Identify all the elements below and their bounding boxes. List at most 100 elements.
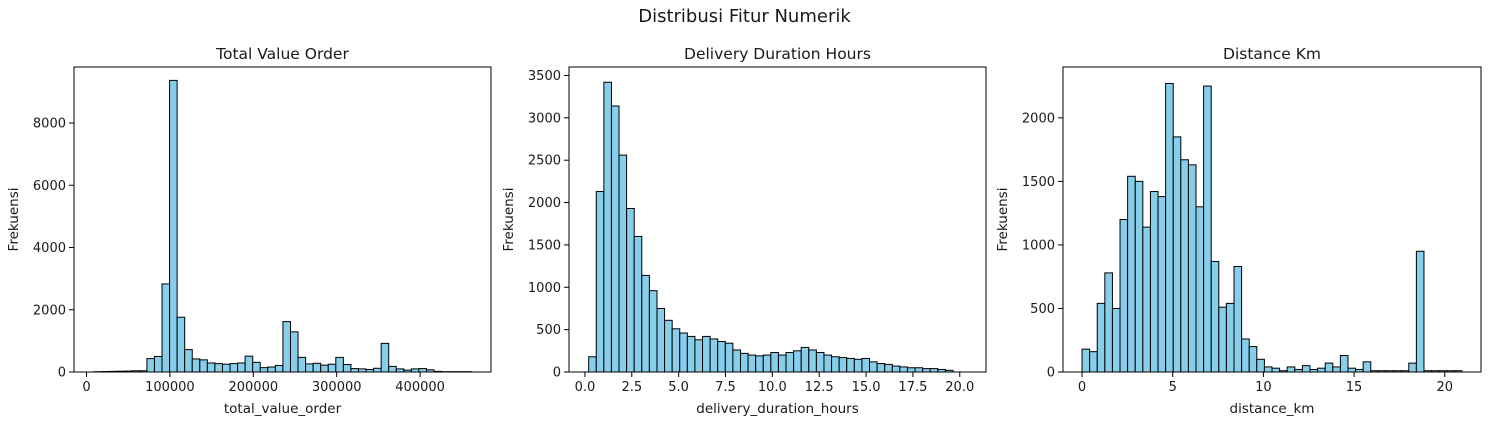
chart-2-xtick-label: 7.5	[715, 380, 736, 395]
chart-2-xtick-label: 17.5	[898, 380, 927, 395]
chart-1-bar	[229, 363, 239, 373]
chart-2-ytick-label: 2000	[528, 196, 561, 211]
chart-3-bar	[1218, 306, 1227, 373]
chart-2-bar	[671, 328, 681, 373]
chart-1-bar	[388, 365, 397, 373]
chart-2-bar	[831, 356, 840, 373]
chart-3-bar	[1157, 196, 1167, 373]
chart-2-ytick-label: 500	[536, 323, 561, 338]
chart-2-bar	[815, 352, 825, 373]
chart-2-bar	[876, 363, 886, 373]
chart-2-bar	[770, 352, 779, 373]
chart-3-xtick-label: 10	[1255, 380, 1272, 395]
chart-1-bar	[161, 283, 171, 373]
chart-2-bar	[588, 356, 597, 373]
chart-2-bar	[869, 361, 878, 373]
chart-1-ytick-label: 2000	[33, 303, 66, 318]
chart-2-bar	[709, 338, 719, 373]
chart-1-bar	[259, 367, 269, 373]
chart-2-ytick-label: 0	[553, 366, 561, 381]
chart-2-bar	[679, 332, 688, 373]
chart-2-bar	[884, 363, 893, 373]
chart-3-bar	[1172, 136, 1182, 373]
chart-1-bar	[237, 362, 246, 373]
chart-1-ytick-label: 0	[58, 366, 66, 381]
chart-3-bar	[1203, 85, 1212, 373]
chart-2-bar	[648, 290, 658, 373]
chart-3-bar	[1180, 159, 1189, 373]
chart-3-bar	[1271, 367, 1281, 373]
chart-2-bar	[793, 350, 802, 373]
chart-1-bar	[252, 361, 261, 373]
chart-2-bar	[785, 352, 795, 373]
chart-2-bar	[724, 342, 734, 373]
chart-1-bar	[289, 331, 299, 373]
chart-3-bar	[1347, 367, 1357, 373]
chart-2-bar	[618, 154, 628, 373]
chart-3-bar	[1119, 219, 1129, 373]
chart-2-bar	[656, 307, 666, 373]
chart-1-bar	[305, 363, 314, 373]
chart-2-bar	[906, 367, 916, 373]
chart-2-ytick-label: 3000	[528, 111, 561, 126]
chart-2-bar	[755, 355, 764, 373]
chart-1-bar	[214, 363, 223, 373]
chart-2-axes-frame	[568, 66, 987, 373]
chart-3-xtick-label: 0	[1078, 380, 1086, 395]
chart-2-bar	[922, 368, 931, 373]
chart-2-bar	[610, 105, 620, 373]
chart-3-xtick-label: 15	[1346, 380, 1363, 395]
chart-3-bar	[1263, 366, 1273, 373]
chart-2-bar	[702, 335, 711, 373]
chart-3-bar	[1362, 361, 1372, 373]
chart-2-bar	[762, 354, 772, 373]
chart-1-xtick-label: 0	[82, 380, 90, 395]
chart-1-bar	[297, 356, 307, 373]
chart-1-ytick-label: 6000	[33, 179, 66, 194]
chart-2-bar	[861, 357, 871, 373]
chart-3-bar	[1286, 366, 1296, 373]
chart-2-bar	[732, 349, 741, 373]
chart-3-xtick-label: 20	[1436, 380, 1453, 395]
chart-3-bar	[1104, 272, 1113, 373]
chart-3-bar	[1081, 348, 1091, 373]
chart-2-bar	[717, 341, 726, 373]
chart-2-bar	[838, 357, 848, 373]
chart-3-ytick-label: 500	[1030, 302, 1055, 317]
chart-1-bar	[350, 368, 359, 373]
chart-1-bar	[176, 316, 186, 373]
chart-3-bar	[1256, 358, 1265, 373]
chart-3-bar	[1111, 307, 1121, 373]
chart-3-axes-frame	[1062, 66, 1482, 373]
chart-1-bar	[146, 358, 155, 373]
chart-2-ylabel: Frekuensi	[501, 188, 517, 252]
chart-1-bar	[274, 364, 284, 373]
chart-3-bar	[1149, 191, 1159, 373]
chart-3-xlabel: distance_km	[1230, 401, 1315, 417]
chart-1-bar	[312, 362, 322, 373]
chart-3-ytick-label: 1000	[1022, 238, 1055, 253]
chart-1-ylabel: Frekuensi	[6, 188, 22, 252]
chart-1-title: Total Value Order	[215, 45, 349, 63]
chart-2-bar	[800, 346, 810, 373]
chart-1-xtick-label: 300000	[312, 380, 362, 395]
chart-3-bar	[1241, 338, 1250, 373]
chart-2-xtick-label: 12.5	[805, 380, 834, 395]
chart-3-bar	[1332, 366, 1341, 373]
chart-3-bar	[1210, 260, 1220, 373]
chart-3-bar	[1317, 367, 1326, 373]
chart-2-xtick-label: 2.5	[621, 380, 642, 395]
chart-2-bar	[739, 352, 749, 373]
chart-2-bar	[846, 357, 855, 373]
chart-3-bar	[1089, 351, 1098, 373]
chart-2-xlabel: delivery_duration_hours	[696, 401, 858, 417]
chart-2-title: Delivery Duration Hours	[684, 45, 871, 63]
chart-2-bar	[595, 191, 605, 373]
chart-3-bar	[1195, 206, 1205, 373]
chart-2-bar	[694, 339, 704, 373]
chart-3-ytick-label: 1500	[1022, 175, 1055, 190]
chart-2-bar	[853, 358, 863, 373]
chart-1-bar	[282, 321, 291, 373]
